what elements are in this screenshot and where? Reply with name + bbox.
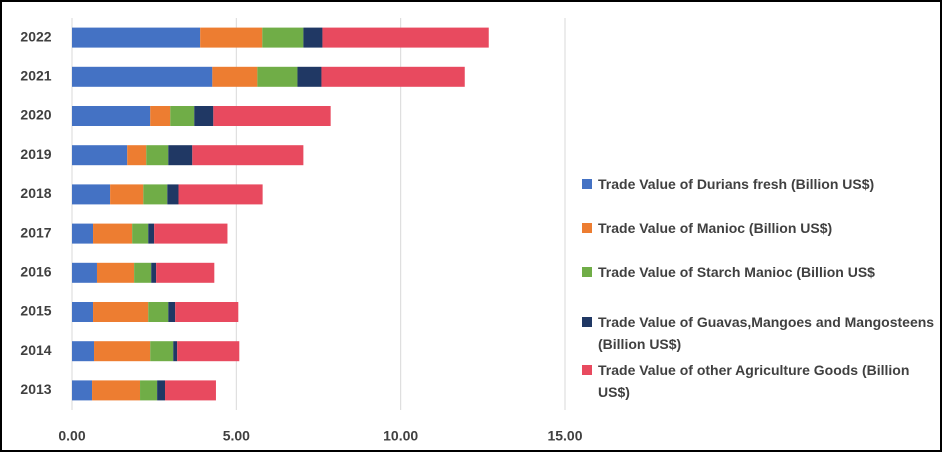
bar-segment — [127, 145, 147, 166]
bar-segment — [167, 184, 179, 205]
bar-segment — [194, 106, 214, 126]
bar-segment — [170, 106, 195, 126]
x-tick-label: 0.00 — [58, 428, 85, 444]
bar-segment — [134, 262, 152, 283]
bar-segment — [72, 341, 95, 362]
x-tick-label: 10.00 — [383, 428, 418, 444]
bar-segment — [140, 380, 158, 401]
bar-segment — [173, 341, 178, 362]
legend-swatch — [582, 317, 592, 327]
y-tick-label: 2021 — [20, 68, 51, 84]
bar-segment — [72, 262, 97, 283]
legend-item: Trade Value of Starch Manioc (Billion US… — [582, 261, 938, 283]
y-tick-label: 2016 — [20, 264, 51, 280]
legend: Trade Value of Durians fresh (Billion US… — [582, 0, 942, 452]
bar-segment — [72, 302, 94, 322]
bar-segment — [178, 184, 263, 205]
legend-item: Trade Value of Durians fresh (Billion US… — [582, 173, 938, 195]
bar-segment — [262, 27, 304, 48]
y-tick-label: 2013 — [20, 381, 51, 397]
y-tick-label: 2020 — [20, 107, 51, 123]
bar-segment — [154, 223, 228, 244]
legend-swatch — [582, 365, 592, 375]
bar-segment — [110, 184, 144, 205]
bar-segment — [257, 66, 298, 87]
bar-segment — [212, 66, 258, 87]
legend-item: Trade Value of Manioc (Billion US$) — [582, 217, 938, 239]
bar-segment — [322, 27, 489, 48]
bar-segment — [72, 380, 93, 401]
legend-swatch — [582, 267, 592, 277]
bar-segment — [72, 223, 94, 244]
bar-segment — [150, 106, 171, 126]
legend-swatch — [582, 223, 592, 233]
y-tick-label: 2018 — [20, 185, 51, 201]
y-tick-label: 2019 — [20, 146, 51, 162]
bar-segment — [94, 341, 151, 362]
bar-segment — [156, 262, 215, 283]
bar-segment — [143, 184, 168, 205]
bar-segment — [165, 380, 216, 401]
y-tick-label: 2022 — [20, 28, 51, 44]
bar-segment — [93, 223, 133, 244]
bar-segment — [72, 27, 201, 48]
bar-segment — [151, 262, 157, 283]
y-tick-label: 2014 — [20, 342, 51, 358]
bar-segment — [96, 262, 135, 283]
legend-item: Trade Value of other Agriculture Goods (… — [582, 359, 938, 403]
bar-segment — [72, 106, 151, 126]
bar-segment — [175, 302, 239, 322]
legend-label: Trade Value of Starch Manioc (Billion US… — [598, 264, 875, 280]
bar-segment — [93, 302, 149, 322]
legend-label: Trade Value of other Agriculture Goods (… — [598, 362, 910, 400]
bar-segment — [168, 302, 176, 322]
legend-label: Trade Value of Manioc (Billion US$) — [598, 220, 833, 236]
bar-segment — [168, 145, 193, 166]
x-tick-label: 5.00 — [223, 428, 250, 444]
bar-segment — [72, 184, 111, 205]
bar-segment — [303, 27, 323, 48]
y-tick-label: 2017 — [20, 224, 51, 240]
bar-segment — [213, 106, 331, 126]
y-tick-label: 2015 — [20, 303, 51, 319]
bar-segment — [321, 66, 465, 87]
bar-segment — [297, 66, 322, 87]
bar-segment — [92, 380, 141, 401]
bar-segment — [72, 145, 128, 166]
bar-segment — [146, 145, 169, 166]
bar-segment — [148, 302, 169, 322]
legend-label: Trade Value of Guavas,Mangoes and Mangos… — [598, 314, 935, 352]
bar-segment — [192, 145, 304, 166]
bar-segment — [132, 223, 149, 244]
legend-swatch — [582, 179, 592, 189]
x-tick-label: 15.00 — [547, 428, 582, 444]
bar-segment — [150, 341, 174, 362]
legend-label: Trade Value of Durians fresh (Billion US… — [598, 176, 875, 192]
legend-item: Trade Value of Guavas,Mangoes and Mangos… — [582, 311, 938, 355]
bar-segment — [72, 66, 213, 87]
bar-segment — [200, 27, 263, 48]
bar-segment — [157, 380, 166, 401]
bar-segment — [177, 341, 240, 362]
bar-segment — [148, 223, 155, 244]
